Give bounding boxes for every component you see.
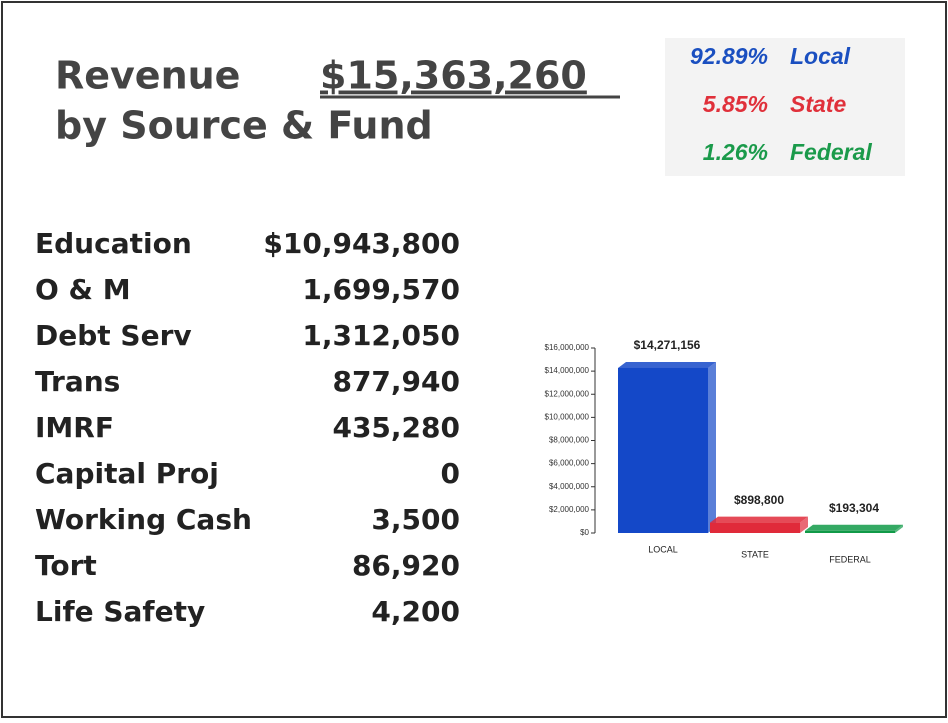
source-name: Local — [790, 43, 851, 69]
bar-top — [710, 516, 808, 523]
title-line2: by Source & Fund — [55, 104, 433, 148]
bar — [710, 522, 800, 533]
y-tick-label: $12,000,000 — [545, 389, 590, 398]
fund-amount: 4,200 — [371, 595, 460, 628]
fund-amount: 1,312,050 — [302, 319, 460, 352]
y-tick-label: $16,000,000 — [545, 343, 590, 352]
fund-name: Life Safety — [35, 595, 205, 628]
title-line1: Revenue — [55, 54, 240, 98]
chart: $0 $2,000,000 $4,000,000 $6,000,000 $8,000,0… — [545, 338, 903, 564]
x-tick-label: LOCAL — [648, 544, 678, 554]
fund-amount: $10,943,800 — [263, 227, 460, 260]
title-total: $15,363,260 — [320, 54, 587, 98]
source-list: 92.89% Local 5.85% State 1.26% Federal — [690, 43, 872, 165]
fund-amount: 877,940 — [332, 365, 460, 398]
bar — [805, 530, 895, 533]
fund-table: Education $10,943,800 O & M 1,699,570 Debt S… — [35, 227, 460, 628]
fund-amount: 86,920 — [352, 549, 460, 582]
fund-name: Education — [35, 227, 192, 260]
fund-name: O & M — [35, 273, 131, 306]
fund-name: Working Cash — [35, 503, 252, 536]
value-label: $193,304 — [829, 501, 879, 515]
fund-amount: 0 — [441, 457, 460, 490]
fund-name: Debt Serv — [35, 319, 192, 352]
y-tick-label: $6,000,000 — [549, 459, 590, 468]
y-tick-label: $2,000,000 — [549, 505, 590, 514]
value-label: $898,800 — [734, 493, 784, 507]
bar-side — [800, 516, 808, 533]
y-tick-label: $8,000,000 — [549, 436, 590, 445]
fund-name: Trans — [35, 365, 120, 398]
fund-amount: 3,500 — [371, 503, 460, 536]
value-label: $14,271,156 — [634, 338, 701, 352]
bar-top — [618, 361, 716, 368]
y-tick-label: $4,000,000 — [549, 482, 590, 491]
y-tick-label: $10,000,000 — [545, 412, 590, 421]
fund-name: Tort — [35, 549, 97, 582]
x-tick-label: STATE — [741, 549, 769, 559]
y-tick-label: $0 — [580, 528, 589, 537]
fund-name: Capital Proj — [35, 457, 219, 490]
source-name: State — [790, 91, 846, 117]
bar-side — [895, 524, 903, 533]
fund-amount: 435,280 — [332, 411, 460, 444]
x-tick-label: FEDERAL — [829, 554, 871, 564]
source-percent: 1.26% — [703, 139, 768, 165]
source-box — [665, 38, 905, 176]
source-percent: 92.89% — [690, 43, 768, 69]
bar-side — [708, 361, 716, 533]
fund-amount: 1,699,570 — [302, 273, 460, 306]
bar — [618, 367, 708, 533]
y-tick-label: $14,000,000 — [545, 366, 590, 375]
fund-name: IMRF — [35, 411, 114, 444]
bar-top — [805, 524, 903, 531]
source-name: Federal — [790, 139, 872, 165]
source-percent: 5.85% — [703, 91, 768, 117]
